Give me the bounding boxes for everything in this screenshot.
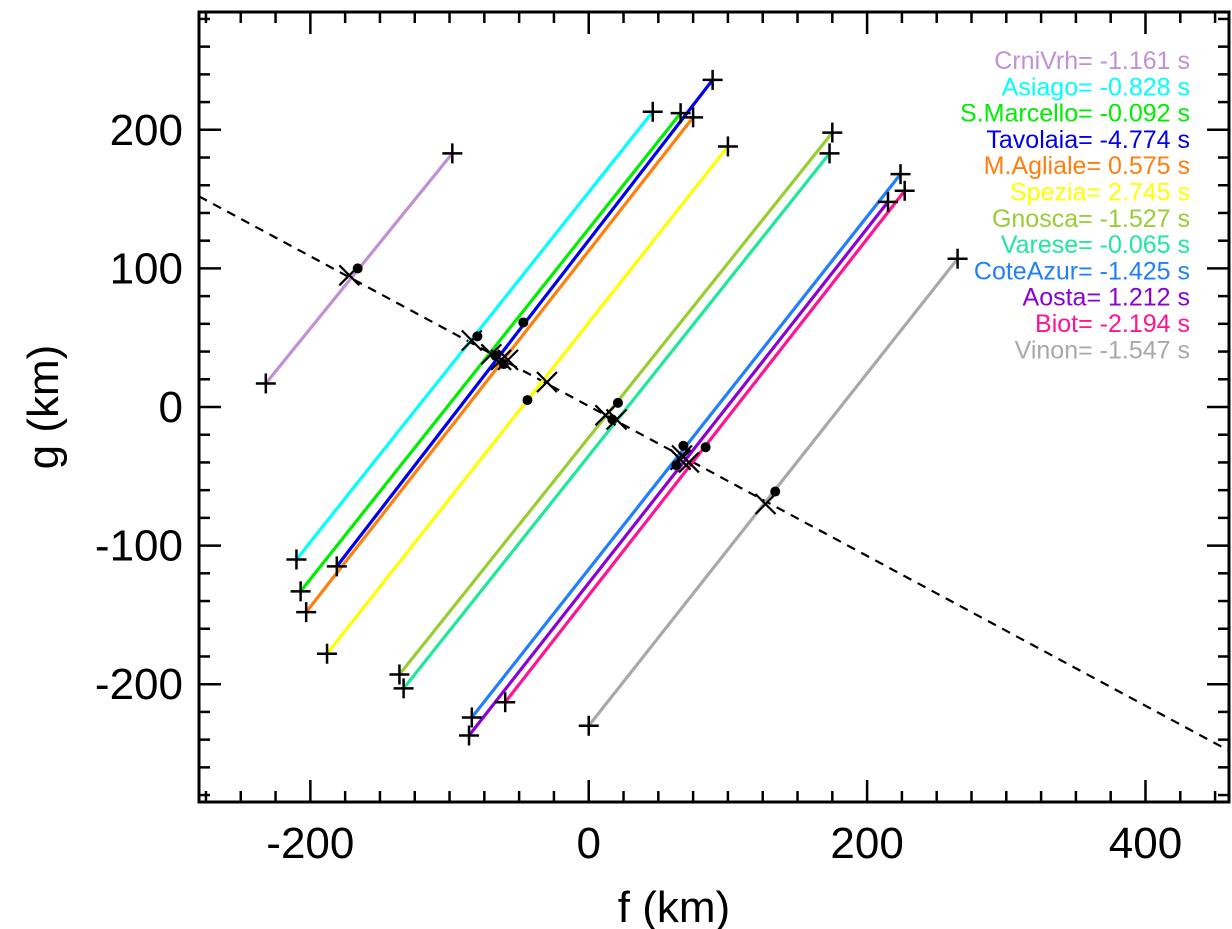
end-marker-vinon: [947, 248, 968, 269]
legend-entry-biot: Biot= -2.194 s: [1035, 310, 1190, 338]
cross-marker-smarcello: [480, 343, 503, 366]
y-tick-label: -100: [95, 522, 183, 571]
legend-entry-smarcello: S.Marcello= -0.092 s: [960, 100, 1190, 128]
end-marker-gnosca: [822, 122, 843, 143]
start-marker-magliale: [296, 602, 317, 623]
legend-entry-crnivrh: CrniVrh= -1.161 s: [994, 47, 1190, 75]
legend-entry-asiago: Asiago= -0.828 s: [1002, 73, 1190, 101]
x-tick-label: -200: [266, 819, 354, 868]
start-marker-crnivrh: [255, 373, 276, 394]
start-marker-aosta: [459, 725, 480, 746]
x-tick-label: 0: [576, 819, 600, 868]
cross-marker-aosta: [669, 448, 692, 471]
dot-marker-biot: [700, 442, 711, 453]
start-marker-spezia: [317, 643, 338, 664]
end-marker-magliale: [683, 107, 704, 128]
plot-area: [199, 69, 1229, 752]
cross-marker-biot: [678, 451, 700, 474]
end-marker-coteazur: [890, 164, 911, 185]
legend-entry-vinon: Vinon= -1.547 s: [1015, 336, 1190, 364]
y-tick-label: 100: [110, 244, 183, 293]
start-marker-smarcello: [290, 581, 311, 602]
cross-marker-magliale: [497, 349, 519, 371]
axis-ticks: [199, 12, 1229, 802]
end-marker-biot: [894, 180, 915, 201]
cross-marker-crnivrh: [338, 264, 361, 287]
end-marker-asiago: [642, 101, 663, 122]
dot-marker-gnosca: [612, 397, 623, 408]
dot-marker-spezia: [522, 395, 533, 406]
y-tick-label: 0: [159, 383, 183, 432]
start-marker-biot: [495, 692, 516, 713]
legend-entry-tavolaia: Tavolaia= -4.774 s: [986, 126, 1190, 154]
legend-entry-varese: Varese= -0.065 s: [1001, 231, 1190, 259]
legend-entry-gnosca: Gnosca= -1.527 s: [992, 205, 1190, 233]
end-marker-tavolaia: [702, 69, 723, 90]
start-marker-varese: [393, 678, 414, 699]
end-marker-spezia: [717, 136, 738, 157]
x-tick-label: 400: [1109, 819, 1182, 868]
y-tick-label: -200: [95, 660, 183, 709]
start-marker-vinon: [578, 715, 599, 736]
cross-marker-spezia: [536, 371, 558, 393]
y-tick-label: 200: [110, 106, 183, 155]
end-marker-crnivrh: [442, 143, 463, 164]
legend-entry-aosta: Aosta= 1.212 s: [1023, 284, 1190, 312]
dashed-line: [199, 195, 1229, 752]
cross-marker-vinon: [754, 493, 777, 515]
dot-marker-coteazur: [678, 440, 689, 451]
legend-entry-magliale: M.Agliale= 0.575 s: [984, 152, 1190, 180]
start-marker-tavolaia: [326, 556, 347, 577]
end-marker-smarcello: [670, 103, 691, 124]
start-marker-gnosca: [389, 664, 410, 685]
cross-marker-asiago: [461, 329, 483, 352]
cross-marker-varese: [605, 408, 628, 431]
legend-entry-coteazur: CoteAzur= -1.425 s: [974, 257, 1190, 285]
x-tick-label: 200: [830, 819, 903, 868]
legend-entry-spezia: Spezia= 2.745 s: [1010, 179, 1190, 207]
y-axis-title: g (km): [19, 345, 68, 470]
end-marker-aosta: [877, 191, 898, 212]
dot-marker-tavolaia: [518, 317, 529, 328]
start-marker-coteazur: [461, 707, 482, 728]
dot-marker-vinon: [770, 486, 781, 497]
end-marker-varese: [819, 143, 840, 164]
start-marker-asiago: [286, 549, 307, 570]
x-axis-title: f (km): [618, 883, 730, 929]
